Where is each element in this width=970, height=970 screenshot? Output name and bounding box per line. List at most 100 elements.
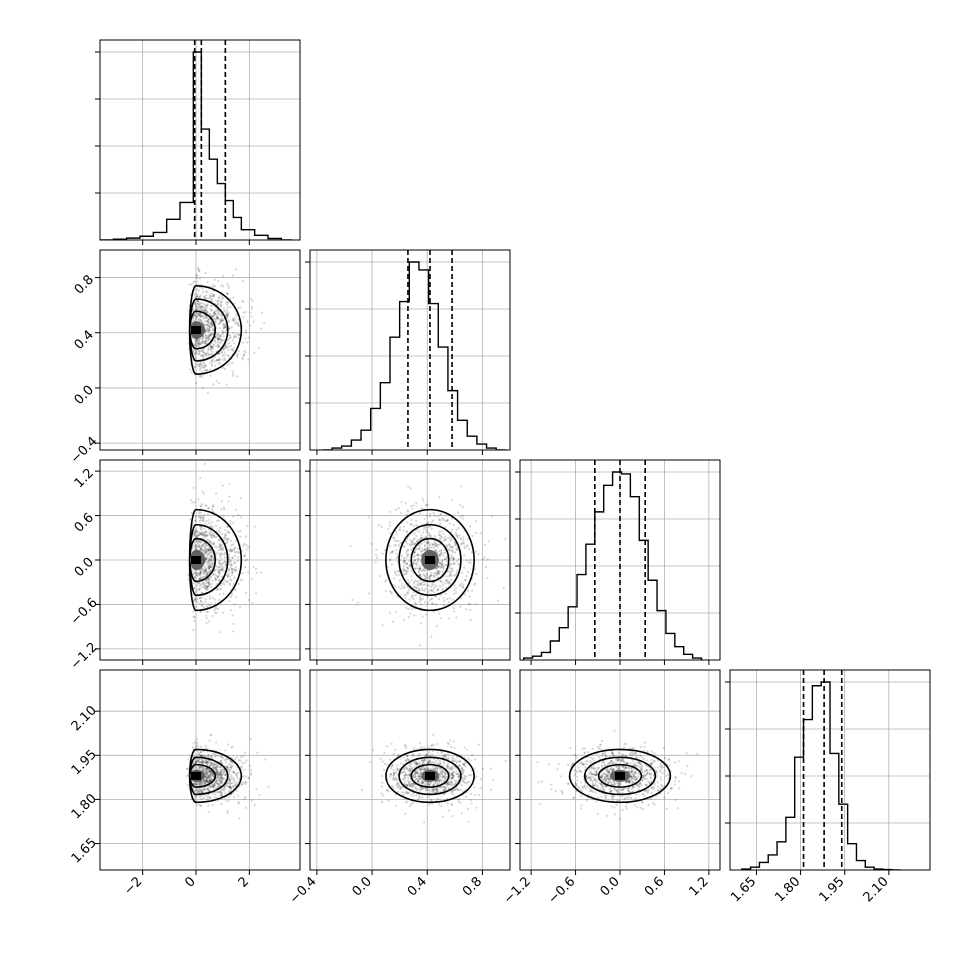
scatter-point bbox=[207, 317, 210, 320]
scatter-point bbox=[607, 770, 610, 774]
scatter-point bbox=[210, 560, 214, 563]
scatter-point bbox=[220, 773, 223, 776]
scatter-point bbox=[404, 780, 407, 783]
scatter-point bbox=[384, 580, 387, 583]
scatter-point bbox=[439, 566, 442, 569]
scatter-point bbox=[407, 791, 410, 794]
scatter-point bbox=[197, 577, 200, 581]
scatter-point bbox=[461, 514, 464, 517]
scatter-point bbox=[446, 518, 449, 522]
scatter-point bbox=[434, 788, 437, 791]
scatter-point bbox=[213, 763, 217, 767]
scatter-point bbox=[414, 763, 418, 767]
scatter-point bbox=[204, 770, 207, 774]
scatter-point bbox=[473, 568, 477, 571]
scatter-point bbox=[219, 775, 223, 778]
scatter-point bbox=[210, 314, 213, 317]
scatter-point bbox=[208, 759, 211, 763]
scatter-point bbox=[390, 563, 394, 566]
scatter-point bbox=[231, 570, 234, 573]
scatter-point bbox=[208, 568, 211, 571]
scatter-point bbox=[427, 767, 430, 770]
scatter-point bbox=[410, 794, 413, 797]
scatter-point bbox=[222, 770, 225, 773]
scatter-point bbox=[231, 372, 235, 375]
scatter-point bbox=[214, 791, 218, 794]
scatter-points bbox=[187, 462, 263, 634]
scatter-point bbox=[199, 761, 202, 764]
scatter-point bbox=[208, 770, 212, 773]
scatter-point bbox=[238, 759, 241, 762]
scatter-point bbox=[194, 528, 197, 531]
scatter-point bbox=[228, 483, 231, 486]
scatter-point bbox=[381, 552, 384, 555]
panel-1-1 bbox=[305, 249, 511, 455]
scatter-point bbox=[406, 567, 409, 570]
scatter-point bbox=[199, 319, 202, 322]
scatter-point bbox=[206, 555, 209, 558]
scatter-point bbox=[394, 585, 397, 588]
scatter-point bbox=[205, 771, 209, 774]
scatter-point bbox=[399, 786, 402, 789]
scatter-point bbox=[453, 584, 456, 587]
scatter-point bbox=[243, 797, 246, 801]
scatter-point bbox=[222, 786, 226, 789]
scatter-point bbox=[439, 762, 442, 765]
scatter-point bbox=[613, 761, 616, 764]
scatter-point bbox=[196, 760, 199, 763]
scatter-point bbox=[227, 572, 230, 575]
scatter-point bbox=[407, 615, 411, 619]
scatter-point bbox=[424, 504, 428, 507]
scatter-point bbox=[429, 512, 432, 516]
scatter-point bbox=[223, 508, 226, 511]
scatter-point bbox=[225, 346, 228, 350]
scatter-point bbox=[452, 774, 455, 777]
scatter-point bbox=[205, 557, 208, 560]
scatter-point bbox=[201, 540, 204, 543]
scatter-point bbox=[438, 561, 441, 564]
scatter-point bbox=[435, 567, 438, 571]
scatter-point bbox=[236, 321, 239, 324]
scatter-point bbox=[220, 544, 223, 548]
scatter-point bbox=[403, 569, 406, 572]
scatter-point bbox=[203, 522, 206, 525]
scatter-point bbox=[194, 308, 197, 311]
scatter-point bbox=[227, 743, 230, 746]
scatter-point bbox=[484, 566, 488, 569]
scatter-point bbox=[410, 518, 413, 521]
scatter-point bbox=[395, 552, 398, 555]
scatter-point bbox=[244, 535, 248, 538]
scatter-point bbox=[407, 792, 410, 795]
scatter-point bbox=[215, 578, 218, 581]
scatter-point bbox=[236, 776, 239, 779]
scatter-point bbox=[204, 584, 207, 587]
scatter-point bbox=[418, 767, 421, 770]
scatter-point bbox=[209, 796, 212, 799]
scatter-point bbox=[208, 333, 211, 336]
histogram-0 bbox=[100, 51, 292, 240]
scatter-point bbox=[435, 788, 438, 792]
scatter-point bbox=[214, 611, 217, 614]
scatter-point bbox=[231, 556, 234, 559]
scatter-point bbox=[610, 781, 613, 784]
scatter-point bbox=[205, 557, 208, 560]
scatter-point bbox=[617, 789, 620, 792]
scatter-point bbox=[219, 780, 222, 783]
scatter-point bbox=[210, 346, 213, 349]
scatter-point bbox=[218, 296, 221, 299]
scatter-point bbox=[461, 763, 464, 766]
scatter-point bbox=[479, 787, 482, 790]
scatter-point bbox=[190, 283, 193, 286]
scatter-point bbox=[195, 307, 198, 310]
scatter-point bbox=[210, 536, 213, 540]
scatter-point bbox=[227, 284, 230, 288]
scatter-point bbox=[640, 768, 643, 771]
scatter-point bbox=[225, 537, 229, 541]
x-tick-label: −2 bbox=[121, 874, 145, 898]
scatter-point bbox=[194, 519, 197, 523]
scatter-point bbox=[233, 780, 236, 783]
scatter-point bbox=[443, 789, 446, 792]
scatter-point bbox=[219, 543, 222, 547]
scatter-point bbox=[221, 762, 224, 765]
scatter-point bbox=[444, 788, 448, 791]
